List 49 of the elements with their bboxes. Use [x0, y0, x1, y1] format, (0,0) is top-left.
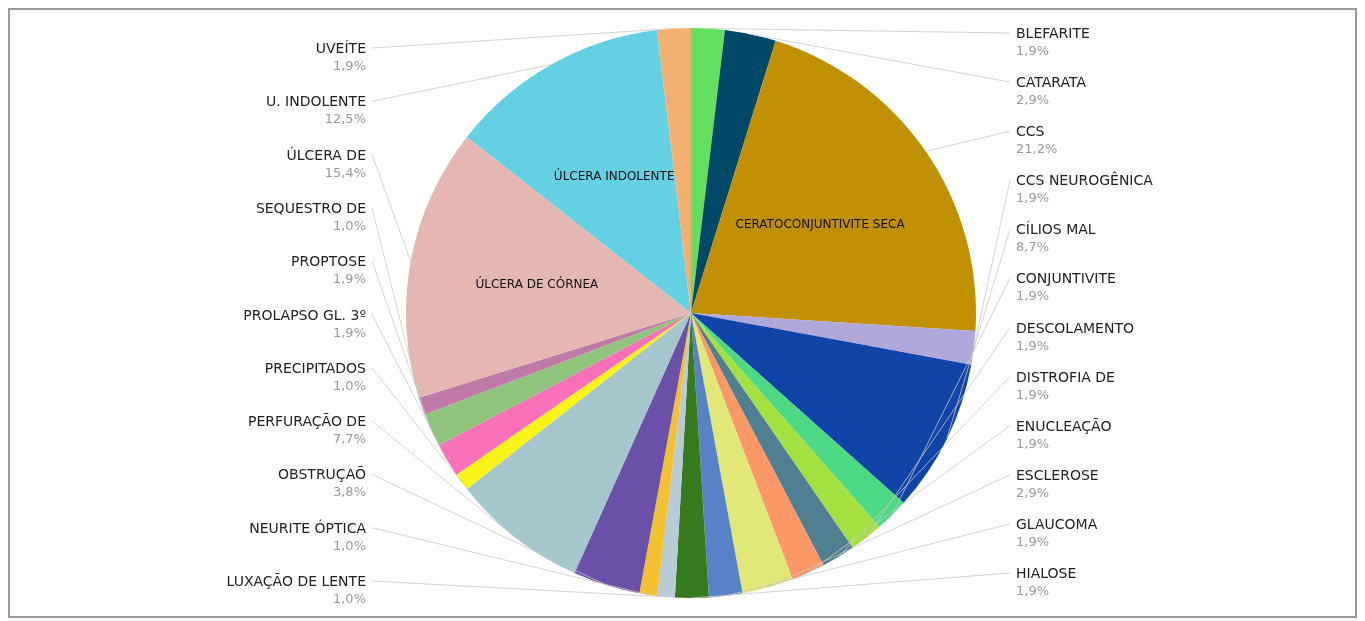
data-label: 1,9% — [1016, 43, 1050, 58]
data-label: 1,9% — [1016, 337, 1050, 353]
data-label: 1,9% — [1016, 435, 1050, 451]
slice-label: PROLAPSO GL. 3º — [243, 306, 366, 323]
data-label: 1,0% — [332, 537, 366, 553]
slice-label: PROPTOSE — [291, 253, 366, 270]
slice-label: PERFURAÇÃO DE — [247, 413, 366, 430]
slice-label: CONJUNTIVITE — [1016, 270, 1116, 287]
slice-label: DISTROFIA DE — [1016, 368, 1115, 385]
slice-label: BLEFARITE — [1016, 25, 1090, 41]
data-label: 15,4% — [324, 164, 366, 180]
data-label: 1,9% — [1016, 533, 1050, 549]
data-label: 1,9% — [1016, 386, 1050, 402]
data-label: 1,9% — [332, 271, 366, 287]
data-label: 2,9% — [1016, 92, 1050, 108]
text: CERATOCONJUNTIVITE SECA — [735, 216, 905, 231]
data-label: 1,9% — [1016, 288, 1050, 304]
data-label: 21,2% — [1016, 141, 1058, 157]
data-label: 7,7% — [332, 431, 366, 447]
data-label: 8,7% — [1016, 239, 1050, 255]
slice-label: OBSTRUÇAÕ — [278, 466, 366, 483]
data-label: 2,9% — [1016, 484, 1050, 500]
data-label: 1,9% — [1016, 190, 1050, 206]
slice-label: CÍLIOS MAL — [1016, 221, 1096, 238]
slice-label: PRECIPITADOS — [264, 359, 367, 376]
slice-label: SEQUESTRO DE — [255, 199, 366, 216]
slice-label: GLAUCOMA — [1016, 515, 1098, 532]
data-label: 1,9% — [332, 324, 366, 340]
data-label: 1,9% — [332, 58, 366, 73]
slice-label: CATARATA — [1016, 74, 1087, 91]
data-label: 1,0% — [332, 217, 366, 233]
slice-label: ENUCLEAÇÃO — [1016, 417, 1112, 434]
data-label: 1,9% — [1016, 583, 1050, 598]
slice-label: UVEÍTE — [315, 40, 366, 56]
text: ÚLCERA DE CÓRNEA — [475, 277, 599, 292]
slice-label: ÚLCERA DE — [286, 145, 366, 163]
data-label: 3,8% — [332, 484, 366, 500]
slice-label: NEURITE ÓPTICA — [249, 518, 367, 536]
slice-label: HIALOSE — [1016, 565, 1077, 581]
slice-label: U. INDOLENTE — [265, 93, 366, 110]
slice-label: ESCLEROSE — [1016, 466, 1099, 483]
data-label: 1,0% — [332, 591, 366, 606]
text: ÚLCERA INDOLENTE — [553, 168, 675, 183]
data-label: 12,5% — [324, 111, 366, 127]
slice-label: DESCOLAMENTO — [1016, 319, 1134, 336]
slice-label: CCS NEUROGÊNICA — [1016, 171, 1154, 189]
data-label: 1,0% — [332, 377, 366, 393]
slice-label: LUXAÇÃO DE LENTE — [226, 573, 366, 589]
slice-label: CCS — [1016, 123, 1045, 140]
